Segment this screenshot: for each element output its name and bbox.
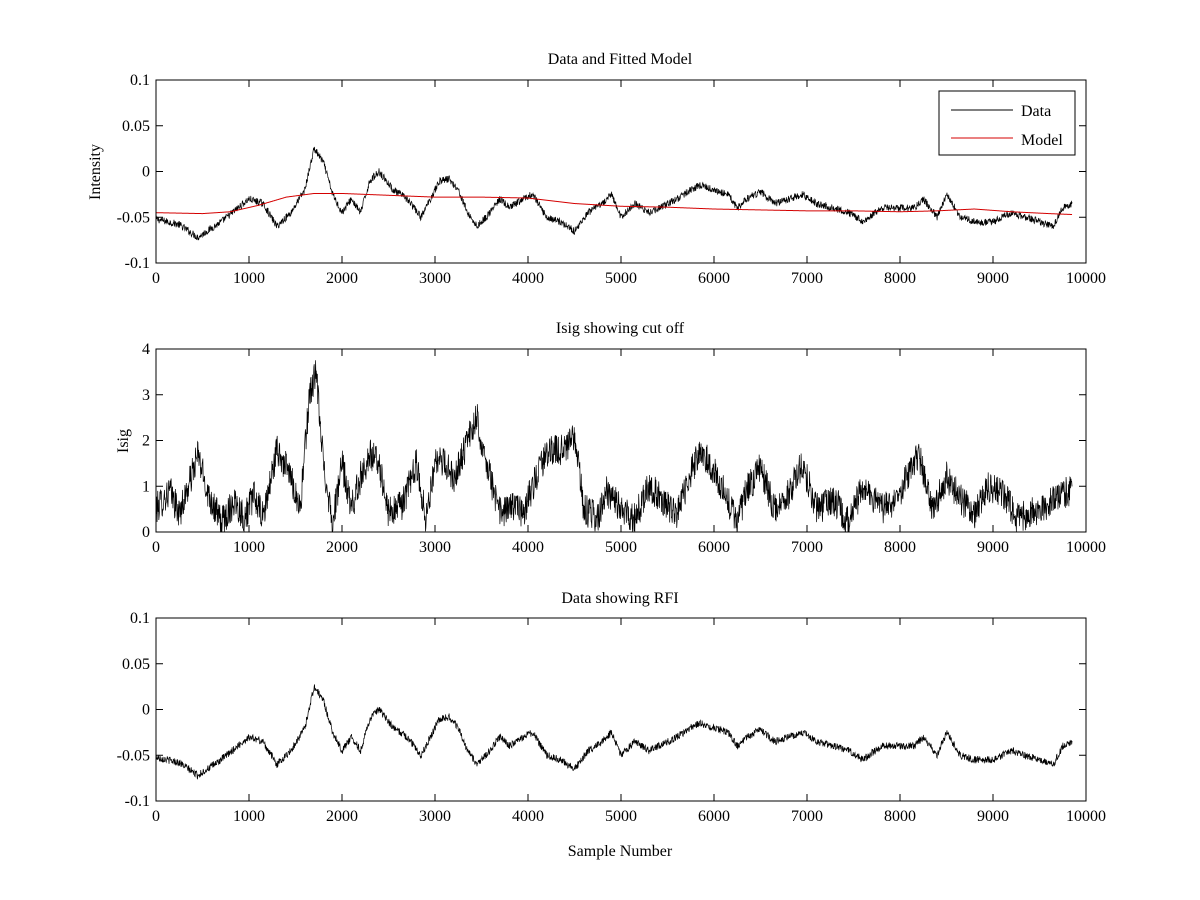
x-tick-label: 3000	[419, 539, 451, 556]
y-tick-label: 0.1	[130, 72, 150, 89]
x-tick-label: 5000	[605, 808, 637, 825]
y-tick-label: 0	[142, 524, 150, 541]
subplot-title: Data showing RFI	[561, 590, 678, 607]
x-tick-label: 9000	[977, 808, 1009, 825]
x-tick-label: 6000	[698, 270, 730, 287]
x-axis-label: Sample Number	[568, 843, 673, 860]
x-tick-label: 9000	[977, 539, 1009, 556]
y-tick-label: 0.1	[130, 610, 150, 627]
series-line-data	[156, 146, 1073, 241]
x-tick-label: 2000	[326, 808, 358, 825]
legend-label-data: Data	[1021, 103, 1051, 120]
x-tick-label: 4000	[512, 808, 544, 825]
subplot-data-and-fitted-model: Data and Fitted Model Intensity 0 1000 200…	[87, 51, 1106, 287]
subplot-data-showing-rfi: Data showing RFI Sample Number 0 1000 2000…	[117, 590, 1106, 860]
x-tick-label: 8000	[884, 539, 916, 556]
y-tick-label: -0.05	[117, 209, 150, 226]
subplot-title: Data and Fitted Model	[548, 51, 693, 68]
y-tick-label: -0.1	[125, 793, 150, 810]
x-tick-label: 10000	[1066, 808, 1106, 825]
y-tick-label: 0.05	[122, 118, 150, 135]
y-tick-label: 4	[142, 341, 150, 358]
x-tick-label: 4000	[512, 539, 544, 556]
x-tick-label: 0	[152, 270, 160, 287]
x-tick-label: 9000	[977, 270, 1009, 287]
x-tick-label: 6000	[698, 808, 730, 825]
x-tick-label: 5000	[605, 270, 637, 287]
x-tick-label: 7000	[791, 270, 823, 287]
x-tick-label: 0	[152, 539, 160, 556]
x-tick-label: 5000	[605, 539, 637, 556]
y-tick-label: 1	[142, 478, 150, 495]
series-line-model	[156, 192, 1073, 215]
x-tick-label: 3000	[419, 270, 451, 287]
x-tick-label: 10000	[1066, 270, 1106, 287]
x-tick-label: 1000	[233, 539, 265, 556]
x-tick-label: 6000	[698, 539, 730, 556]
x-tick-label: 0	[152, 808, 160, 825]
x-tick-label: 7000	[791, 539, 823, 556]
y-tick-label: -0.05	[117, 747, 150, 764]
x-tick-label: 7000	[791, 808, 823, 825]
x-tick-label: 8000	[884, 270, 916, 287]
y-tick-label: 2	[142, 433, 150, 450]
y-tick-label: 0	[142, 702, 150, 719]
y-tick-label: 3	[142, 387, 150, 404]
y-tick-label: 0	[142, 164, 150, 181]
legend: Data Model	[938, 90, 1076, 156]
x-tick-label: 4000	[512, 270, 544, 287]
legend-box	[938, 90, 1076, 156]
y-tick-label: -0.1	[125, 255, 150, 272]
x-tick-label: 2000	[326, 270, 358, 287]
x-tick-label: 2000	[326, 539, 358, 556]
series-line-data	[156, 684, 1073, 780]
legend-label-model: Model	[1021, 132, 1063, 149]
subplot-isig-showing-cut-off: Isig showing cut off Isig 0 1000 2000 3000 4…	[115, 320, 1106, 556]
x-tick-label: 1000	[233, 808, 265, 825]
x-tick-label: 1000	[233, 270, 265, 287]
series-line-isig	[156, 360, 1073, 532]
y-tick-label: 0.05	[122, 656, 150, 673]
x-tick-label: 10000	[1066, 539, 1106, 556]
x-tick-label: 8000	[884, 808, 916, 825]
y-axis-label: Intensity	[87, 144, 104, 200]
subplot-title: Isig showing cut off	[556, 320, 685, 337]
y-axis-label: Isig	[115, 429, 132, 453]
x-tick-label: 3000	[419, 808, 451, 825]
